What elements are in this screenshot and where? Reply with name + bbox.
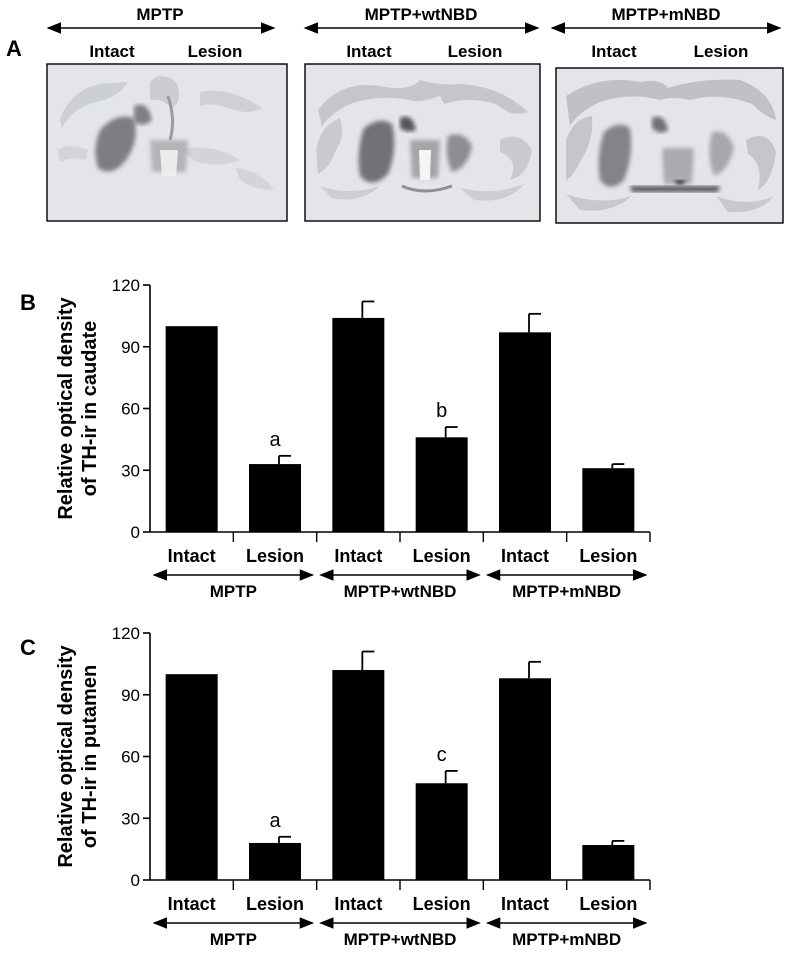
significance-label: a: [269, 810, 281, 832]
bar: [499, 332, 551, 532]
brain-section-image-mptp-wtnbd: [304, 63, 541, 222]
panel-a-group-1: MPTP Intact Lesion: [46, 5, 276, 61]
bar: [415, 437, 468, 532]
x-tick-label: Lesion: [579, 546, 637, 566]
x-tick-label: Lesion: [246, 894, 304, 914]
significance-label: c: [437, 744, 447, 766]
y-tick-label: 0: [131, 871, 140, 890]
group-label: MPTP: [210, 582, 257, 601]
chart-c: 0 30 60 90 120 Relative optical density of TH-…: [55, 624, 651, 949]
x-tick-label: Intact: [501, 894, 549, 914]
y-axis-label: Relative optical density of TH-ir in puta…: [55, 644, 101, 867]
panel-b-letter: B: [20, 290, 36, 315]
y-tick-label: 30: [121, 809, 140, 828]
y-tick-label: 30: [121, 461, 140, 480]
lesion-label: Lesion: [448, 42, 503, 61]
x-tick-label: Lesion: [246, 546, 304, 566]
panel-a-group-3: MPTP+mNBD Intact Lesion: [550, 5, 782, 61]
x-tick-label: Intact: [334, 546, 382, 566]
panel-b: B 0 30 60 90 120 Relative optical density of T…: [20, 276, 651, 601]
significance-label: b: [436, 400, 447, 422]
group-label: MPTP+wtNBD: [344, 582, 457, 601]
bar: [582, 845, 635, 880]
bar: [249, 842, 301, 880]
y-tick-label: 60: [121, 748, 140, 767]
x-tick-label: Intact: [168, 546, 216, 566]
group-label-mptp-wtnbd: MPTP+wtNBD: [365, 5, 478, 24]
y-tick-label: 0: [131, 523, 140, 542]
panel-a-letter: A: [6, 36, 22, 61]
x-tick-label: Intact: [334, 894, 382, 914]
x-tick-label: Intact: [501, 546, 549, 566]
y-axis-label: Relative optical density of TH-ir in caud…: [55, 296, 101, 519]
bar: [249, 464, 301, 532]
y-tick-label: 90: [121, 686, 140, 705]
intact-label: Intact: [591, 42, 637, 61]
x-tick-label: Lesion: [579, 894, 637, 914]
bar: [499, 678, 551, 880]
y-tick-label: 120: [112, 276, 140, 295]
lesion-label: Lesion: [188, 42, 243, 61]
bar: [165, 674, 218, 880]
group-label: MPTP+wtNBD: [344, 930, 457, 949]
x-tick-label: Lesion: [413, 894, 471, 914]
group-label: MPTP: [210, 930, 257, 949]
x-tick-label: Intact: [168, 894, 216, 914]
y-tick-label: 120: [112, 624, 140, 643]
group-label: MPTP+mNBD: [512, 930, 621, 949]
y-axis-label-line2: of TH-ir in caudate: [79, 321, 101, 497]
bar: [582, 468, 635, 532]
group-label-mptp-mnbd: MPTP+mNBD: [611, 5, 720, 24]
group-label-mptp: MPTP: [136, 5, 183, 24]
bar: [415, 783, 468, 880]
group-label: MPTP+mNBD: [512, 582, 621, 601]
panel-a-group-2: MPTP+wtNBD Intact Lesion: [303, 5, 540, 61]
y-tick-label: 60: [121, 400, 140, 419]
brain-section-image-mptp-mnbd: [555, 67, 784, 224]
significance-label: a: [269, 429, 281, 451]
chart-b: 0 30 60 90 120 Relative optical density of TH-…: [55, 276, 651, 601]
intact-label: Intact: [346, 42, 392, 61]
brain-section-image-mptp: [46, 63, 288, 222]
bar: [332, 670, 385, 880]
y-axis-label-line2: of TH-ir in putamen: [79, 665, 101, 848]
y-axis-label-line1: Relative optical density: [55, 644, 77, 867]
intact-label: Intact: [89, 42, 135, 61]
panel-c: C 0 30 60 90 120 Relative optical density of T…: [20, 624, 651, 949]
x-tick-label: Lesion: [413, 546, 471, 566]
panel-c-letter: C: [20, 635, 36, 660]
bar: [332, 317, 385, 532]
y-tick-label: 90: [121, 338, 140, 357]
lesion-label: Lesion: [694, 42, 749, 61]
bar: [165, 326, 218, 532]
y-axis-label-line1: Relative optical density: [55, 296, 77, 519]
panel-a: A MPTP Intact Lesion MPTP+wtNBD Intact L…: [6, 5, 784, 224]
